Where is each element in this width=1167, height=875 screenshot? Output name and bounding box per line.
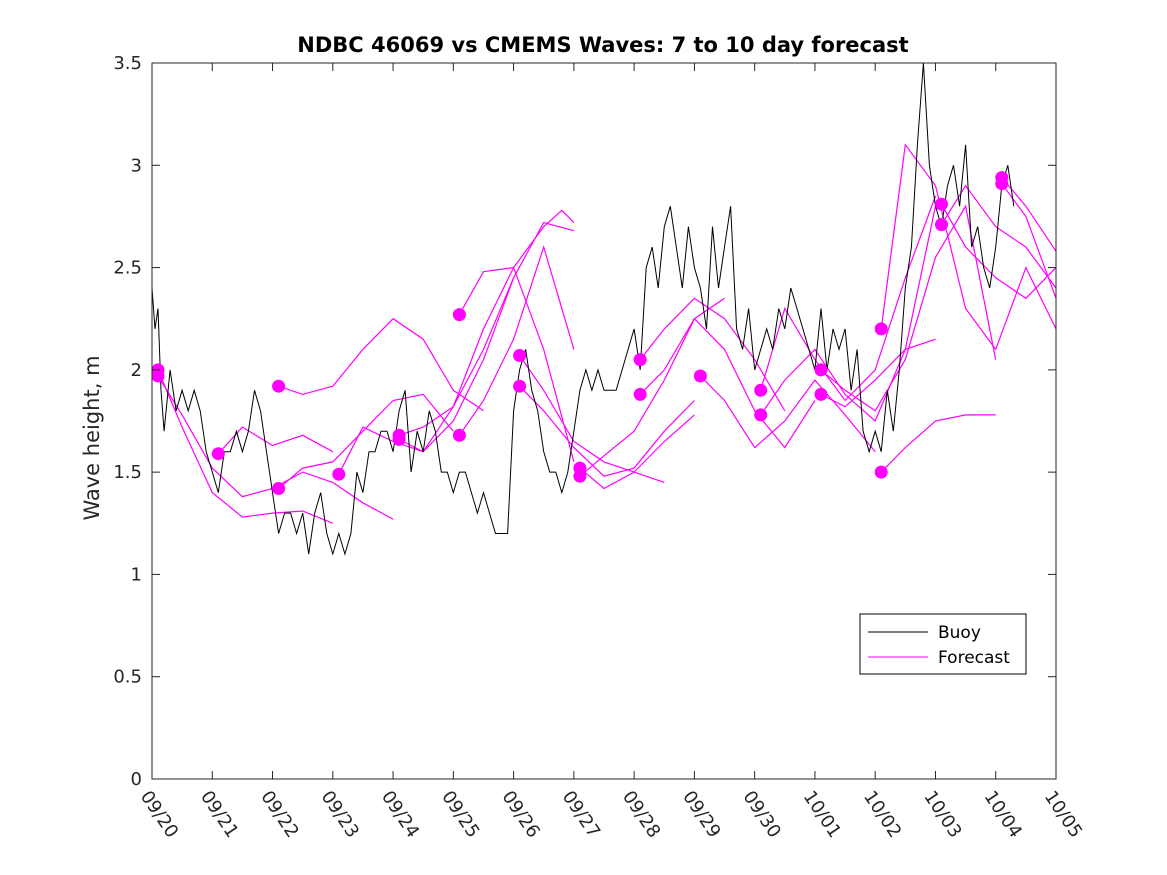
forecast-line-2 xyxy=(157,369,334,524)
forecast-start-marker-22 xyxy=(874,322,888,336)
forecast-line-5 xyxy=(278,393,454,489)
y-tick-label: 2.5 xyxy=(113,258,142,279)
legend-forecast-label: Forecast xyxy=(938,648,1010,668)
y-tick-label: 0 xyxy=(131,769,142,790)
forecast-line-20 xyxy=(820,204,997,412)
forecast-series-group xyxy=(157,143,1057,524)
forecast-start-marker-24 xyxy=(935,197,948,211)
forecast-line-24 xyxy=(940,203,1057,300)
y-tick-label: 3.5 xyxy=(113,53,142,74)
y-tick-label: 3 xyxy=(131,155,142,176)
forecast-start-marker-19 xyxy=(754,408,768,422)
chart-title: NDBC 46069 vs CMEMS Waves: 7 to 10 day f… xyxy=(297,33,908,57)
buoy-series-group xyxy=(151,62,1015,556)
forecast-start-marker-9 xyxy=(452,308,466,322)
forecast-line-22 xyxy=(880,143,1057,351)
legend-box xyxy=(859,613,1027,675)
forecast-line-10 xyxy=(458,245,575,436)
forecast-line-16 xyxy=(639,317,816,449)
forecast-start-marker-14 xyxy=(573,469,587,483)
forecast-line-18 xyxy=(760,195,937,402)
forecast-line-8 xyxy=(398,266,575,463)
forecast-start-marker-5 xyxy=(272,482,286,495)
forecast-line-11 xyxy=(519,355,665,483)
forecast-start-marker-23 xyxy=(874,465,888,479)
forecast-line-4 xyxy=(278,317,484,412)
legend: Buoy Forecast xyxy=(859,613,1027,675)
forecast-line-3 xyxy=(217,426,334,455)
y-tick-label: 2 xyxy=(131,360,142,381)
forecast-start-marker-27 xyxy=(995,177,1009,191)
forecast-start-marker-4 xyxy=(272,379,286,393)
forecast-start-marker-18 xyxy=(754,383,768,397)
legend-buoy-label: Buoy xyxy=(938,623,981,643)
forecast-line-25 xyxy=(940,184,1057,289)
forecast-start-marker-17 xyxy=(693,369,707,383)
buoy-line xyxy=(151,62,1015,556)
forecast-start-marker-11 xyxy=(513,349,527,362)
forecast-start-marker-21 xyxy=(814,387,828,401)
forecast-start-marker-6 xyxy=(332,467,346,481)
forecast-start-marker-20 xyxy=(814,363,828,377)
forecast-start-marker-15 xyxy=(633,353,647,367)
forecast-line-17 xyxy=(699,375,876,453)
forecast-start-marker-16 xyxy=(633,387,647,401)
forecast-start-marker-8 xyxy=(392,428,406,442)
forecast-line-13 xyxy=(579,414,695,490)
forecast-line-23 xyxy=(880,414,996,473)
forecast-line-12 xyxy=(519,385,695,477)
forecast-line-26 xyxy=(1001,177,1057,252)
forecast-start-marker-25 xyxy=(935,218,948,232)
forecast-start-markers xyxy=(151,171,1009,495)
forecast-line-9 xyxy=(458,209,575,315)
forecast-start-marker-10 xyxy=(452,428,466,442)
y-tick-label: 1 xyxy=(131,564,142,585)
y-tick-label: 0.5 xyxy=(113,667,142,688)
y-tick-label: 1.5 xyxy=(113,462,142,483)
forecast-start-marker-3 xyxy=(211,447,225,461)
forecast-line-14 xyxy=(579,297,725,477)
forecast-start-marker-12 xyxy=(513,379,527,393)
y-axis-label: Wave height, m xyxy=(80,355,104,520)
forecast-line-27 xyxy=(1001,183,1057,299)
axes-frame xyxy=(151,62,1057,780)
forecast-line-21 xyxy=(820,338,936,408)
forecast-line-15 xyxy=(639,297,786,412)
